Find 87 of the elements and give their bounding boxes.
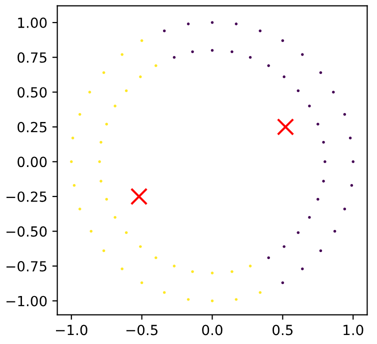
point (88, 90, 92, 94)
point (281, 281, 284, 284)
point (98, 160, 101, 164)
point (120, 53, 124, 56)
point (210, 299, 214, 302)
point (308, 216, 311, 219)
point (139, 75, 142, 78)
y-tick-label: −1.00 (6, 296, 47, 306)
point (301, 267, 304, 270)
point (172, 56, 176, 59)
point (140, 281, 144, 284)
point (90, 230, 92, 233)
point (210, 272, 214, 274)
y-tick-label: 0.75 (18, 52, 46, 63)
point (162, 30, 166, 32)
point (105, 198, 108, 201)
point (140, 39, 144, 42)
point (234, 22, 238, 26)
y-tick-label: −0.50 (6, 226, 47, 237)
point (70, 160, 73, 164)
point (210, 48, 214, 52)
point (139, 245, 142, 248)
x-tick-label: 1.0 (344, 324, 364, 336)
point (172, 264, 176, 268)
point (348, 136, 352, 140)
point (296, 89, 300, 92)
x-tick-label: −0.5 (126, 324, 158, 336)
point (258, 30, 262, 32)
point (350, 184, 354, 187)
point (100, 180, 102, 183)
point (105, 122, 108, 126)
point (100, 140, 102, 144)
x-tick-label: −1.0 (56, 324, 88, 336)
point (186, 298, 190, 301)
y-tick-label: −0.75 (6, 261, 46, 272)
point (114, 104, 116, 108)
point (234, 298, 238, 301)
point (114, 216, 116, 219)
point (154, 64, 158, 68)
y-tick-label: 1.00 (18, 18, 47, 28)
point (191, 50, 194, 54)
point (276, 118, 294, 136)
point (124, 89, 128, 92)
point (308, 104, 311, 108)
point (230, 50, 234, 54)
point (186, 22, 190, 26)
x-tick-label: 0.0 (202, 324, 222, 336)
point (267, 256, 270, 260)
point (71, 136, 74, 140)
point (316, 198, 320, 201)
point (352, 160, 354, 164)
point (78, 208, 82, 210)
point (319, 71, 322, 74)
y-tick-label: 0.25 (18, 122, 46, 132)
point (191, 270, 194, 274)
x-tick-label: 0.5 (272, 324, 293, 336)
point (282, 245, 286, 248)
point (343, 112, 346, 116)
point (316, 122, 320, 126)
point (322, 180, 325, 183)
point (230, 270, 234, 274)
point (154, 256, 158, 260)
point (282, 75, 286, 78)
point (248, 56, 252, 59)
point (319, 249, 322, 252)
point (301, 53, 304, 56)
y-tick-label: −0.25 (6, 191, 46, 202)
point (343, 208, 346, 210)
point (120, 267, 124, 270)
point (258, 291, 262, 294)
point (124, 231, 128, 234)
point (281, 39, 284, 42)
point (332, 90, 335, 94)
point (324, 160, 326, 164)
point (296, 231, 300, 234)
point (130, 188, 148, 206)
point (248, 264, 252, 268)
point (333, 230, 336, 233)
point (322, 140, 325, 144)
point (72, 184, 76, 187)
point (162, 291, 166, 294)
y-tick-label: 0.50 (18, 87, 47, 98)
point (267, 64, 270, 68)
y-tick-label: 0.00 (18, 156, 47, 168)
point (102, 71, 106, 74)
point (210, 21, 214, 24)
point (78, 112, 82, 116)
